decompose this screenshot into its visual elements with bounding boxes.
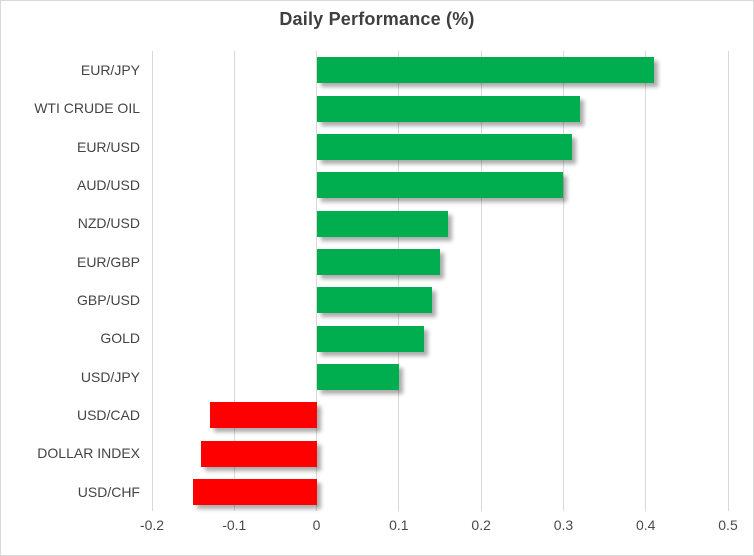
category-label-dollar-index: DOLLAR INDEX (37, 445, 140, 462)
bar-eur-jpy (316, 57, 654, 84)
category-axis: EUR/JPY WTI CRUDE OIL EUR/USD AUD/USD NZD/US… (1, 51, 146, 511)
gridline-0.4 (645, 51, 647, 511)
bar-eur-gbp (316, 248, 440, 275)
gridline--0.2 (151, 51, 153, 511)
bar-usd-cad (209, 402, 317, 429)
category-label-usd-chf: USD/CHF (77, 483, 140, 500)
x-tick-label-0-1: 0.1 (389, 517, 409, 533)
x-tick-label-0-3: 0.3 (553, 517, 574, 533)
x-tick-label-0-4: 0.4 (635, 517, 656, 533)
bar-usd-chf (193, 478, 317, 505)
category-label-gold: GOLD (100, 330, 140, 347)
gridline-0 (316, 51, 318, 511)
bar-gbp-usd (316, 287, 432, 314)
bar-aud-usd (316, 172, 564, 199)
chart-title: Daily Performance (%) (279, 9, 475, 29)
gridline-0.2 (480, 51, 482, 511)
category-label-gbp-usd: GBP/USD (76, 292, 140, 309)
gridline-0.1 (398, 51, 400, 511)
bar-eur-usd (316, 133, 572, 160)
category-label-eur-gbp: EUR/GBP (76, 253, 140, 270)
x-tick-label-0-2: 0.2 (471, 517, 491, 533)
gridline-0.3 (562, 51, 564, 511)
category-label-wti-crude-oil: WTI CRUDE OIL (34, 100, 140, 117)
category-label-aud-usd: AUD/USD (76, 177, 140, 194)
x-tick-label-0-1: -0.1 (222, 517, 247, 533)
category-label-usd-jpy: USD/JPY (80, 368, 140, 385)
bar-dollar-index (201, 440, 317, 467)
category-label-eur-jpy: EUR/JPY (80, 62, 140, 79)
category-label-usd-cad: USD/CAD (76, 407, 140, 424)
x-tick-label-0: 0 (312, 517, 321, 533)
bar-wti-crude-oil (316, 95, 580, 122)
category-label-eur-usd: EUR/USD (76, 138, 140, 155)
x-tick-label-0-5: 0.5 (718, 517, 738, 533)
bar-nzd-usd (316, 210, 449, 237)
bar-usd-jpy (316, 363, 399, 390)
x-tick-label-0-2: -0.2 (139, 517, 165, 533)
category-label-nzd-usd: NZD/USD (77, 215, 140, 232)
value-axis: -0.2 -0.1 0 0.1 0.2 0.3 0.4 0.5 (140, 517, 738, 539)
bar-gold (316, 325, 424, 352)
gridline--0.1 (233, 51, 235, 511)
gridline-0.5 (727, 51, 729, 511)
plot-area (151, 51, 729, 511)
